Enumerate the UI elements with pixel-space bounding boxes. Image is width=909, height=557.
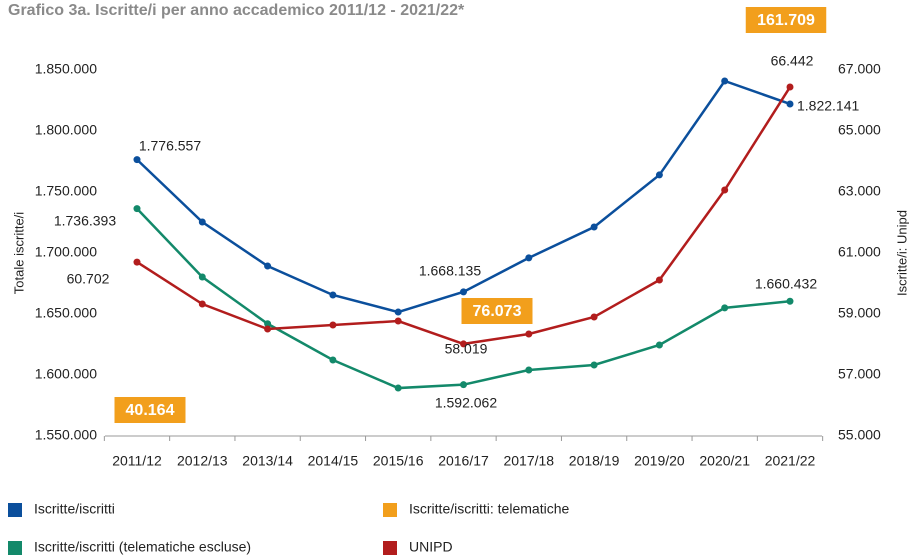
value-box [114,397,186,423]
x-tick-label: 2016/17 [438,453,489,469]
legend-label: Iscritte/iscritti [34,501,115,517]
point [329,356,337,364]
point [329,291,337,299]
y-axis-title: Totale iscritte/i [11,212,26,294]
point [655,276,663,284]
x-tick-label: 2017/18 [503,453,554,469]
point [786,297,794,305]
x-tick-label: 2015/16 [373,453,424,469]
y-tick-label: 1.650.000 [35,305,97,321]
y2-tick-label: 67.000 [838,61,881,77]
y-tick-label: 1.550.000 [35,427,97,443]
point [655,171,663,179]
value-label: 161.709 [757,12,815,29]
point [394,308,402,316]
y-tick-label: 1.800.000 [35,122,97,138]
point [133,205,141,213]
x-tick-label: 2018/19 [569,453,620,469]
point [133,258,141,266]
y2-axis-title: Iscritte/i: Unipd [894,210,909,296]
point [460,288,467,296]
legend-label: Iscritte/iscritti (telematiche escluse) [34,539,251,555]
value-label: 1.592.062 [435,395,497,411]
y2-tick-label: 57.000 [838,366,881,382]
value-label: 58.019 [445,341,488,357]
value-label: 40.164 [126,402,175,419]
value-label: 1.668.135 [419,263,481,279]
value-label: 1.776.557 [139,138,201,154]
value-label: 1.660.432 [755,276,817,292]
point [133,156,141,164]
x-tick-label: 2021/22 [765,453,816,469]
point [198,273,206,281]
value-label: 76.073 [473,303,522,320]
y-tick-label: 1.850.000 [35,61,97,77]
value-label: 1.822.141 [797,98,859,114]
value-label: 1.736.393 [54,213,116,229]
y2-tick-label: 63.000 [838,183,881,199]
value-box [745,7,827,33]
point [590,361,598,369]
point [264,262,272,270]
x-tick-label: 2020/21 [699,453,750,469]
point [460,381,467,389]
y2-tick-label: 65.000 [838,122,881,138]
legend-label: Iscritte/iscritti: telematiche [409,501,569,517]
y-tick-label: 1.600.000 [35,366,97,382]
x-tick-label: 2014/15 [308,453,359,469]
x-tick-label: 2011/12 [112,453,162,469]
y2-tick-label: 59.000 [838,305,881,321]
legend-label: UNIPD [409,539,453,555]
legend-swatch [8,541,22,555]
point [786,100,794,108]
point [460,340,467,348]
point [329,321,337,329]
point [525,330,533,338]
x-tick-label: 2013/14 [242,453,293,469]
y2-tick-label: 61.000 [838,244,881,260]
chart-title: Grafico 3a. Iscritte/i per anno accademi… [8,2,465,19]
point [198,218,206,226]
point [590,223,598,231]
value-box [461,298,533,324]
x-tick-label: 2012/13 [177,453,228,469]
point [721,77,729,85]
value-label: 66.442 [771,53,814,69]
point [264,325,272,333]
x-tick-label: 2019/20 [634,453,685,469]
point [590,313,598,321]
legend-swatch [383,541,397,555]
point [394,384,402,392]
legend-swatch [8,503,22,517]
y-tick-label: 1.700.000 [35,244,97,260]
point [264,320,272,328]
y-tick-label: 1.750.000 [35,183,97,199]
point [394,317,402,325]
y2-tick-label: 55.000 [838,427,881,443]
point [721,304,729,312]
point [721,186,729,194]
legend-swatch [383,503,397,517]
value-label: 60.702 [67,271,110,287]
point [786,83,794,91]
point [198,300,206,308]
point [525,366,533,374]
point [525,254,533,262]
point [655,341,663,349]
